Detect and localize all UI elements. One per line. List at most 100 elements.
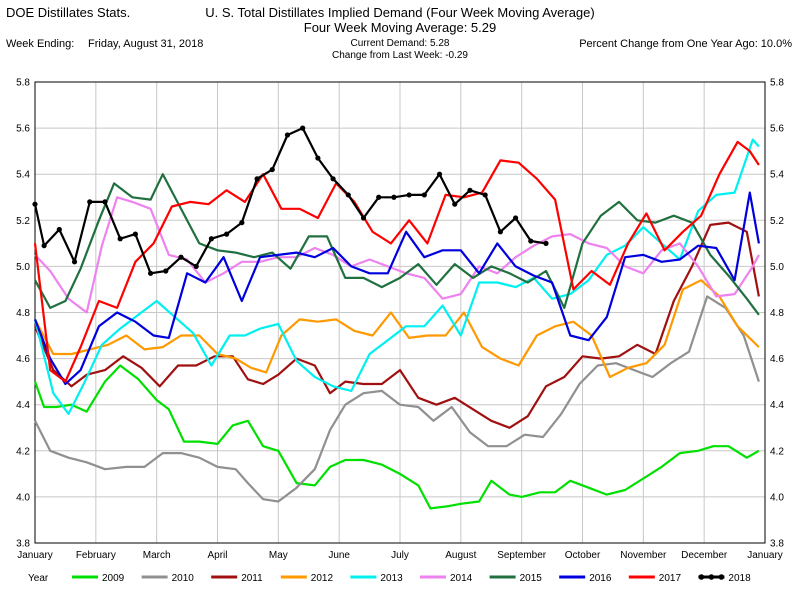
chart-title: U. S. Total Distillates Implied Demand (… (205, 5, 595, 20)
y-tick-label-right: 5.8 (770, 78, 784, 89)
y-tick-label-left: 4.2 (16, 446, 30, 457)
x-tick-label: January (747, 550, 783, 561)
y-tick-label-right: 3.8 (770, 539, 784, 550)
y-tick-label-left: 4.0 (16, 492, 30, 503)
y-tick-label-left: 5.4 (16, 170, 30, 181)
series-point-2018 (178, 254, 184, 260)
legend-entry-2015: 2015 (520, 573, 543, 584)
series-point-2018 (163, 268, 169, 274)
x-tick-label: October (565, 550, 601, 561)
series-point-2018 (360, 215, 367, 221)
x-tick-label: January (17, 550, 53, 561)
x-tick-label: November (620, 550, 667, 561)
series-line-2010 (34, 295, 760, 503)
x-tick-label: February (76, 550, 116, 561)
series-point-2018 (497, 229, 503, 235)
series-point-2018 (345, 192, 351, 198)
week-ending-label: Week Ending: (6, 38, 75, 50)
series-line-2017 (33, 140, 760, 383)
series-point-2018 (376, 194, 382, 200)
y-tick-label-left: 5.0 (16, 262, 30, 273)
series-point-2018 (193, 263, 199, 269)
legend-entry-2010: 2010 (172, 573, 195, 584)
change-last-week: Change from Last Week: -0.29 (332, 50, 468, 61)
series-point-2018 (117, 236, 123, 242)
x-tick-label: July (391, 550, 409, 561)
x-tick-label: September (497, 550, 547, 561)
y-tick-label-left: 5.2 (16, 216, 30, 227)
legend-label: Year (28, 573, 49, 584)
series-point-2018 (254, 176, 260, 182)
y-tick-label-left: 5.8 (16, 78, 30, 89)
series-point-2018 (421, 192, 427, 198)
app-title: DOE Distillates Stats. (6, 5, 131, 20)
y-tick-label-right: 4.6 (770, 354, 784, 365)
series-point-2018 (436, 171, 443, 177)
y-axis-right: 3.8 4.0 4.2 4.4 4.6 4.8 5.0 5.2 5.4 5.6 5.8 (770, 78, 784, 550)
series-point-2018 (528, 238, 534, 244)
legend-entry-2013: 2013 (380, 573, 403, 584)
series-point-2018 (102, 199, 108, 205)
y-tick-label-left: 3.8 (16, 539, 30, 550)
series-point-2018 (239, 220, 245, 226)
y-tick-label-left: 5.6 (16, 124, 30, 135)
legend-marker-2018 (708, 574, 715, 580)
x-tick-label: August (445, 550, 476, 561)
legend-entry-2016: 2016 (589, 573, 612, 584)
x-tick-label: December (681, 550, 728, 561)
percent-change: Percent Change from One Year Ago: 10.0% (579, 38, 792, 50)
legend: Year 2009 2010 2011 2012 2013 2014 2015 2016 201… (28, 573, 751, 584)
series-line-2012 (34, 279, 760, 379)
x-tick-label: June (328, 550, 350, 561)
series-point-2018 (132, 231, 138, 237)
x-tick-label: March (143, 550, 171, 561)
series-point-2018 (147, 270, 154, 276)
series-line-2018 (33, 127, 547, 275)
plot-frame (34, 81, 766, 544)
legend-entry-2014: 2014 (450, 573, 473, 584)
current-demand: Current Demand: 5.28 (350, 38, 450, 49)
y-tick-label-right: 5.4 (770, 170, 784, 181)
series-point-2018 (32, 201, 38, 207)
legend-entry-2018: 2018 (728, 573, 751, 584)
y-tick-label-right: 5.0 (770, 262, 784, 273)
legend-entry-2012: 2012 (311, 573, 334, 584)
y-tick-label-right: 5.2 (770, 216, 784, 227)
series-point-2018 (512, 215, 519, 221)
x-tick-label: April (207, 550, 227, 561)
series-point-2018 (224, 231, 230, 237)
series-point-2018 (543, 240, 549, 246)
y-tick-label-left: 4.6 (16, 354, 30, 365)
series-line-2011 (33, 221, 760, 429)
series-point-2018 (71, 259, 78, 265)
x-tick-label: May (269, 550, 288, 561)
series-line-2016 (33, 191, 760, 386)
legend-entry-2011: 2011 (241, 573, 263, 584)
series-point-2018 (269, 166, 275, 173)
legend-entry-2009: 2009 (102, 573, 125, 584)
series-point-2018 (452, 201, 458, 207)
y-tick-label-right: 5.6 (770, 124, 784, 135)
series-line-2009 (33, 364, 760, 510)
series-point-2018 (391, 194, 397, 200)
series-point-2018 (41, 243, 47, 249)
legend-entry-2017: 2017 (659, 573, 682, 584)
legend-marker-2018 (718, 574, 725, 580)
series-point-2018 (315, 155, 321, 161)
y-tick-label-left: 4.8 (16, 308, 30, 319)
y-axis-left: 3.8 4.0 4.2 4.4 4.6 4.8 5.0 5.2 5.4 5.6 5.8 (16, 78, 30, 550)
legend-marker-2018 (698, 574, 705, 580)
series-point-2018 (87, 199, 93, 205)
y-tick-label-left: 4.4 (16, 400, 30, 411)
series-lines (32, 125, 760, 510)
series-point-2018 (482, 192, 488, 198)
series-point-2018 (467, 187, 473, 193)
y-tick-label-right: 4.2 (770, 446, 784, 457)
series-point-2018 (56, 226, 62, 233)
series-line-2015 (34, 173, 760, 316)
x-axis: January February March April May June July Augu… (17, 550, 783, 561)
week-ending-value: Friday, August 31, 2018 (88, 38, 204, 50)
series-point-2018 (300, 125, 306, 131)
chart-subtitle: Four Week Moving Average: 5.29 (303, 20, 497, 35)
series-point-2018 (208, 236, 215, 242)
